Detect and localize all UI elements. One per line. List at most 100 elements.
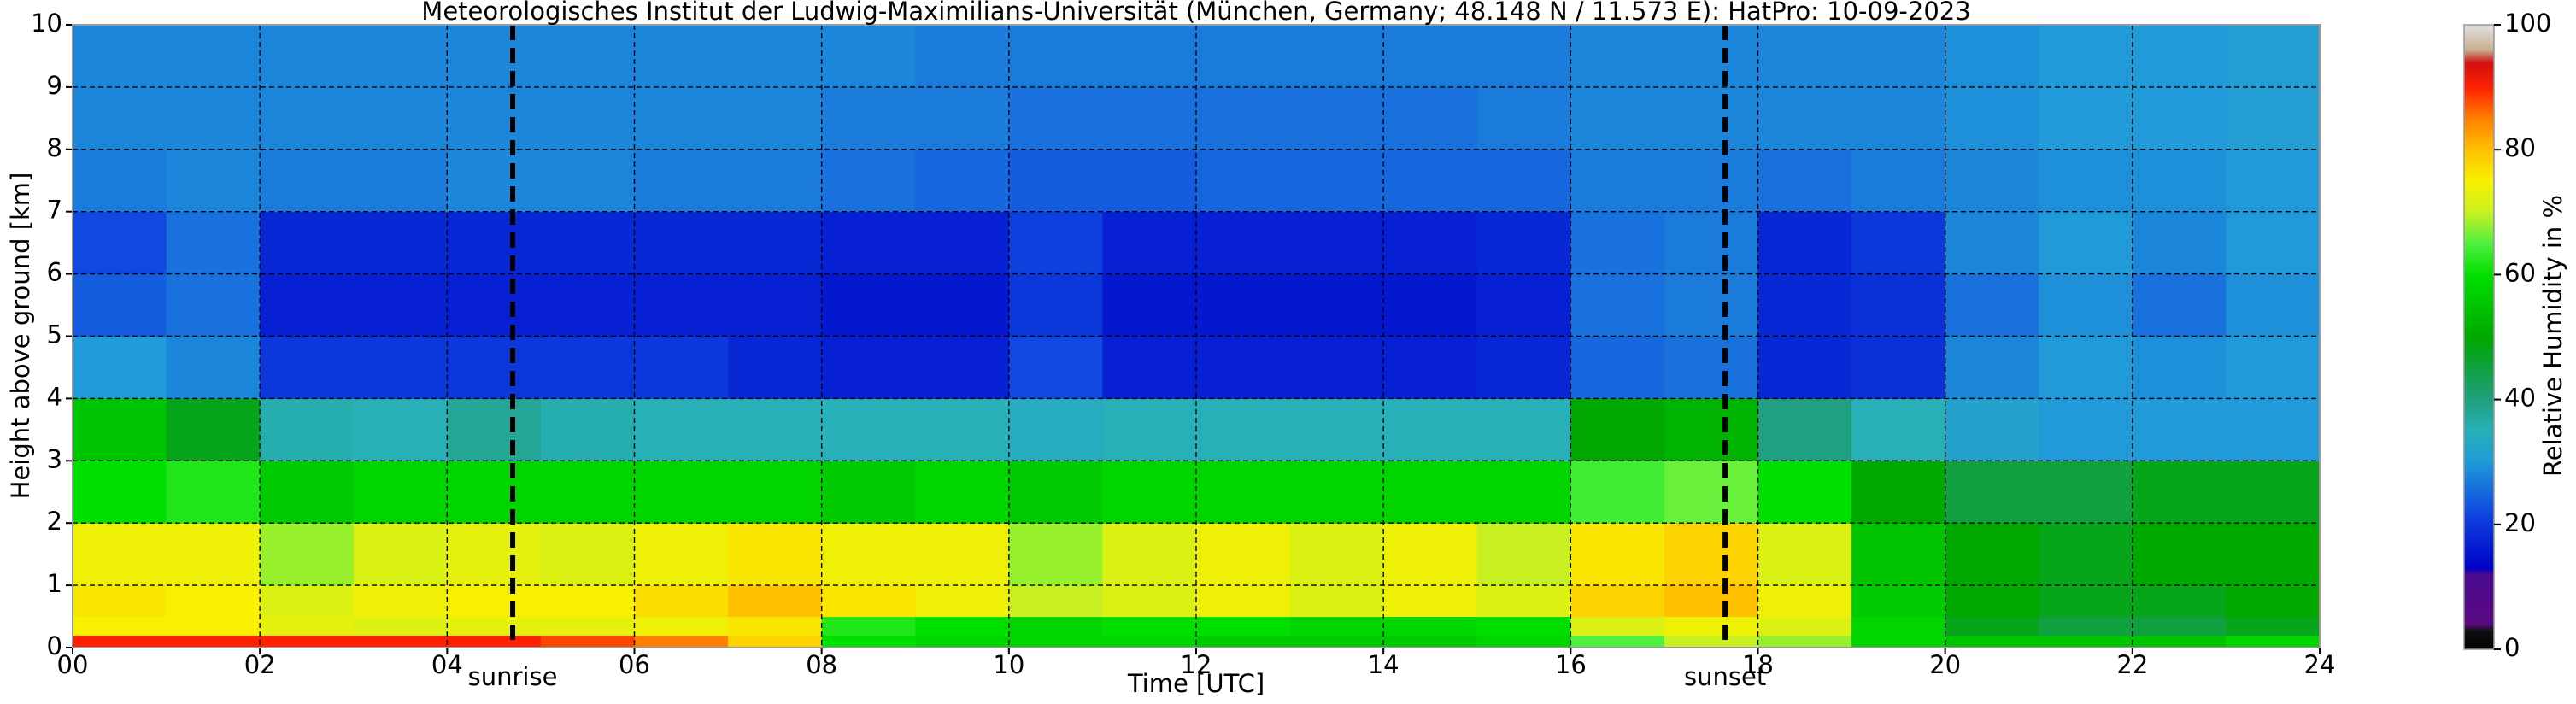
heatmap-cell (728, 523, 823, 586)
heatmap-cell (2132, 461, 2227, 524)
event-label: sunset (1684, 662, 1766, 691)
heatmap-cell (728, 86, 823, 150)
heatmap-cell (540, 523, 635, 586)
heatmap-cell (353, 336, 448, 399)
heatmap-cell (634, 25, 729, 88)
colorbar-segment (2464, 62, 2494, 88)
heatmap-cell (2132, 616, 2227, 636)
y-tick-label: 2 (47, 507, 62, 536)
heatmap-cell (1851, 523, 1946, 586)
heatmap-cell (447, 336, 542, 399)
heatmap-cell (1757, 211, 1852, 275)
heatmap-cell (1664, 585, 1758, 618)
heatmap-cell (634, 211, 729, 275)
heatmap-cell (1196, 635, 1291, 648)
x-tick-label: 08 (806, 650, 837, 679)
heatmap-cell (447, 523, 542, 586)
heatmap-cell (1383, 336, 1478, 399)
heatmap-cell (1570, 25, 1665, 88)
heatmap-cell (1664, 86, 1758, 150)
heatmap-cell (1383, 211, 1478, 275)
heatmap-cell (1476, 635, 1571, 648)
y-tick-label: 1 (47, 569, 62, 598)
heatmap-cell (634, 616, 729, 636)
heatmap-cell (1570, 616, 1665, 636)
heatmap-cell (1664, 25, 1758, 88)
heatmap-cell (73, 336, 167, 399)
heatmap-cell (728, 635, 823, 648)
heatmap-cell (634, 585, 729, 618)
heatmap-cell (1945, 461, 2039, 524)
heatmap-cell (2039, 86, 2133, 150)
heatmap-cell (260, 398, 355, 461)
heatmap-cell (260, 523, 355, 586)
heatmap-cell (821, 336, 916, 399)
heatmap-cell (821, 273, 916, 337)
heatmap-cell (73, 616, 167, 636)
x-tick-label: 14 (1368, 650, 1399, 679)
heatmap-cell (73, 273, 167, 337)
heatmap-cell (1383, 523, 1478, 586)
heatmap-cell (821, 398, 916, 461)
heatmap-cell (2039, 585, 2133, 618)
heatmap-cell (915, 398, 1010, 461)
heatmap-cell (1196, 616, 1291, 636)
heatmap-cell (1945, 25, 2039, 88)
heatmap-cell (1289, 211, 1384, 275)
heatmap-cell (353, 25, 448, 88)
colorbar-segment (2464, 368, 2494, 401)
heatmap-cell (1289, 336, 1384, 399)
heatmap-cell (915, 25, 1010, 88)
heatmap-cell (166, 398, 261, 461)
heatmap-cell (1945, 585, 2039, 618)
heatmap-cell (2039, 336, 2133, 399)
heatmap-cell (1196, 398, 1291, 461)
heatmap-cell (1196, 273, 1291, 337)
heatmap-cell (353, 635, 448, 648)
heatmap-cell (166, 86, 261, 150)
heatmap-cell (1851, 616, 1946, 636)
heatmap-cell (1102, 149, 1197, 213)
colorbar-segment (2464, 118, 2494, 150)
heatmap-cell (1570, 149, 1665, 213)
y-tick-label: 10 (31, 9, 62, 38)
heatmap-cell (1851, 398, 1946, 461)
heatmap-cell (2039, 211, 2133, 275)
heatmap-cell (2226, 86, 2321, 150)
heatmap-cell (1008, 211, 1103, 275)
y-tick-label: 3 (47, 444, 62, 473)
heatmap-cell (915, 461, 1010, 524)
heatmap-cell (2132, 273, 2227, 337)
heatmap-cell (2039, 149, 2133, 213)
y-tick-label: 0 (47, 631, 62, 660)
heatmap-cell (1102, 523, 1197, 586)
heatmap-cell (260, 25, 355, 88)
heatmap-cell (166, 616, 261, 636)
heatmap-cell (73, 523, 167, 586)
heatmap-cell (1476, 273, 1571, 337)
heatmap-cell (540, 336, 635, 399)
heatmap-cell (1851, 461, 1946, 524)
heatmap-cell (353, 86, 448, 150)
heatmap-cell (821, 635, 916, 648)
y-tick-label: 4 (47, 382, 62, 411)
heatmap-cell (634, 523, 729, 586)
y-tick-label: 9 (47, 71, 62, 100)
heatmap-cell (1570, 273, 1665, 337)
heatmap-cell (1008, 149, 1103, 213)
heatmap-cell (1757, 149, 1852, 213)
heatmap-cell (1570, 336, 1665, 399)
heatmap-cell (2226, 149, 2321, 213)
heatmap-cell (1289, 25, 1384, 88)
heatmap-cell (1664, 523, 1758, 586)
heatmap-cell (166, 149, 261, 213)
heatmap-cell (2226, 461, 2321, 524)
heatmap-cell (1757, 523, 1852, 586)
heatmap-cell (540, 86, 635, 150)
heatmap-cell (2132, 25, 2227, 88)
heatmap-cell (2039, 273, 2133, 337)
heatmap-cell (1008, 398, 1103, 461)
heatmap-cell (1008, 25, 1103, 88)
colorbar-segment (2464, 574, 2494, 625)
